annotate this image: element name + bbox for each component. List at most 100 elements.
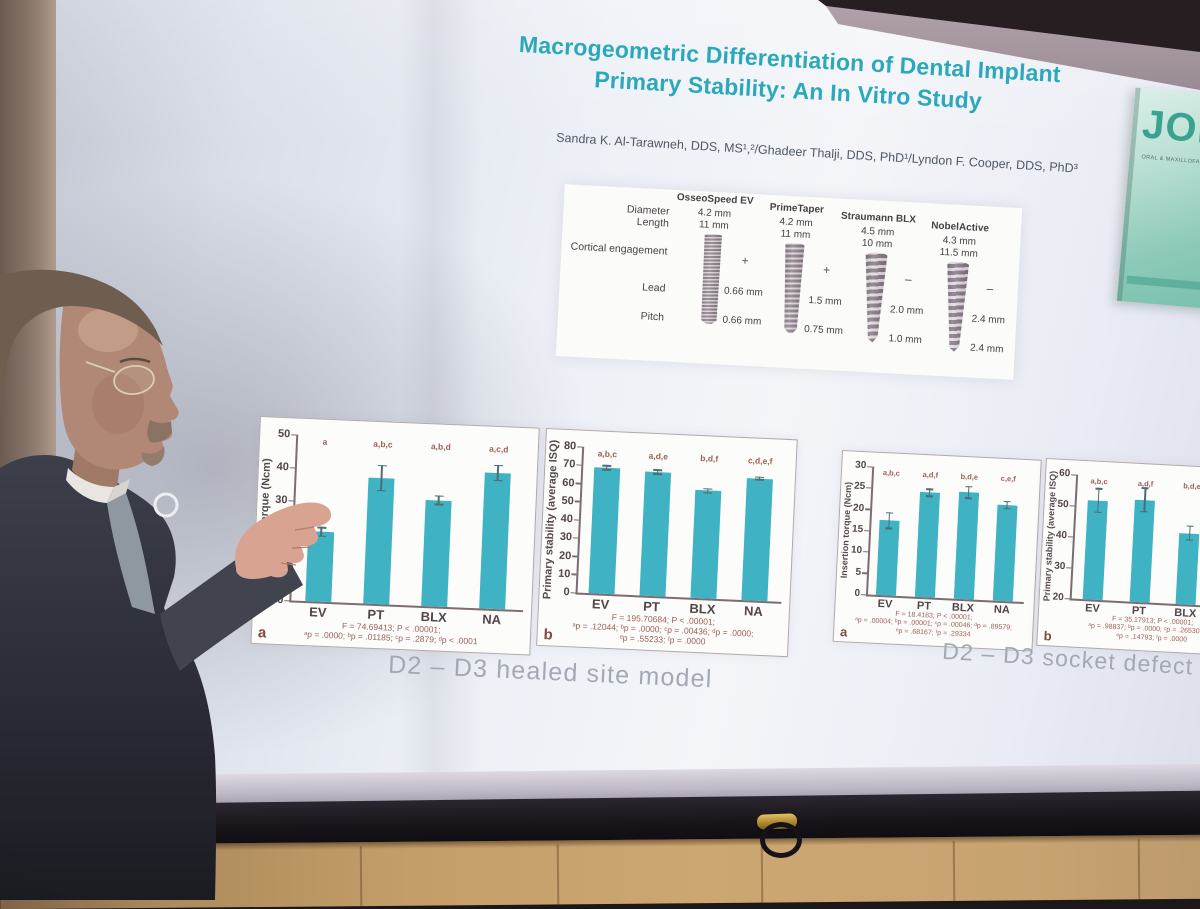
chart-healed-primary-stability: Primary stability (average ISQ) 0 10 20 30 40… — [536, 428, 798, 658]
bar-NA — [740, 477, 773, 602]
error-bar-cap-top — [926, 488, 934, 491]
bar-BLX — [689, 490, 721, 599]
chart-tick-label: 40 — [1055, 529, 1068, 542]
error-bar-cap-top — [885, 512, 894, 514]
journal-masthead: JOM — [1140, 102, 1200, 154]
implant-graphic — [860, 252, 889, 343]
chart-tick-label: 30 — [854, 459, 867, 472]
error-bar-cap-top — [316, 526, 326, 529]
wood-seam — [556, 844, 560, 905]
implant-cortical-sign: – — [904, 272, 913, 287]
implant-pitch: 0.66 mm — [722, 314, 762, 328]
error-bar-cap-bottom — [433, 503, 443, 506]
chart-tick-label: 20 — [852, 502, 865, 514]
error-bar-cap-bottom — [1093, 511, 1102, 514]
bar-EV — [875, 520, 900, 596]
chart-tick-label: 40 — [560, 512, 574, 526]
wood-seam — [359, 846, 363, 907]
chart-tick-label: 80 — [563, 439, 577, 453]
wood-paneling — [0, 834, 1200, 909]
implant-length: 10 mm — [861, 237, 893, 251]
implant-column: Straumann BLX 4.5 mm 10 mm –2.0 mm 1.0 mm — [840, 211, 924, 346]
chart-tick-label: 50 — [277, 427, 291, 441]
error-bar-cap-top — [1003, 500, 1011, 503]
error-bar-cap-top — [1186, 525, 1194, 528]
chart-tick-label: 30 — [559, 530, 573, 544]
significance-letters: c,d,e,f — [747, 455, 773, 467]
chart-tick-mark — [570, 591, 576, 594]
chart-tick-label: 20 — [558, 549, 572, 562]
error-bar-cap-bottom — [964, 497, 972, 500]
implant-column: NobelActive 4.3 mm 11.5 mm –2.4 mm 2.4 mm — [921, 220, 1005, 355]
chart-tick-label: 25 — [853, 480, 866, 493]
implant-length: 11 mm — [780, 228, 811, 242]
chart-tick-label: 15 — [851, 523, 864, 536]
error-bar-cap-top — [493, 464, 503, 467]
error-bar-cap-bottom — [376, 489, 386, 492]
bar-BLX — [1175, 532, 1200, 606]
error-bar-cap-bottom — [885, 527, 893, 530]
error-bar-cap-bottom — [316, 535, 326, 538]
error-bar-cap-bottom — [925, 495, 933, 498]
error-bar-cap-bottom — [1003, 507, 1011, 510]
error-bar-cap-top — [377, 464, 387, 467]
chart-tick-label: 70 — [562, 458, 576, 471]
implant-length: 11.5 mm — [939, 246, 979, 260]
panel-letter: b — [543, 626, 554, 644]
chart-tick-label: 30 — [1053, 560, 1066, 573]
panel-letter: b — [1043, 628, 1053, 644]
chart-tick-mark — [571, 573, 577, 576]
chart-tick-mark — [864, 529, 870, 532]
chart-tick-mark — [284, 599, 290, 602]
implant-graphic — [942, 261, 971, 352]
significance-letters: a,d,e — [648, 450, 669, 462]
chart-tick-mark — [1066, 566, 1072, 569]
implant-graphic — [778, 243, 807, 334]
chart-defect-primary-stability: Primary stability (average ISQ) 20 30 40 50 6… — [1036, 458, 1200, 658]
chart-tick-label: 10 — [850, 544, 863, 557]
implant-graphic — [697, 233, 726, 324]
chart-tick-mark — [1067, 535, 1073, 538]
chart-tick-label: 20 — [273, 527, 287, 540]
significance-letters: a,b,d — [430, 441, 451, 453]
chart-tick-label: 0 — [276, 593, 284, 607]
panel-letter: a — [257, 624, 267, 642]
chart-tick-mark — [866, 487, 872, 489]
chart-tick-mark — [287, 533, 293, 536]
implant-column: PrimeTaper 4.2 mm 11 mm +1.5 mm 0.75 mm — [758, 201, 843, 337]
chart-tick-mark — [573, 537, 579, 539]
significance-letters: a — [322, 436, 328, 447]
wood-seam — [760, 842, 764, 903]
chart-tick-label: 0 — [854, 587, 861, 600]
chart-tick-mark — [576, 464, 582, 466]
panel-letter: a — [839, 624, 848, 640]
chart-tick-mark — [572, 555, 578, 558]
chart-tick-label: 10 — [557, 567, 571, 581]
implant-cortical-sign: + — [822, 262, 831, 278]
significance-letters: b,d,f — [700, 453, 719, 464]
chart-tick-mark — [285, 566, 291, 569]
implant-lead: 1.5 mm — [808, 295, 842, 308]
significance-letters: a,b,c — [373, 438, 393, 450]
chart-tick-label: 50 — [561, 494, 574, 508]
bar-PT — [363, 477, 395, 605]
chart-tick-mark — [289, 466, 295, 469]
chart-tick-mark — [860, 593, 867, 596]
implant-name: NobelActive — [930, 220, 990, 235]
implant-name: OsseoSpeed EV — [676, 192, 754, 208]
significance-letters: a,c,d — [488, 443, 509, 455]
chart-tick-label: 30 — [274, 494, 288, 507]
chart-tick-label: 50 — [1057, 498, 1069, 511]
chart-tick-mark — [1069, 504, 1075, 507]
implant-row-label: Pitch — [640, 310, 665, 324]
chart-tick-mark — [1064, 597, 1070, 600]
implant-pitch: 1.0 mm — [888, 333, 923, 347]
bar-EV — [305, 531, 335, 603]
implant-row-label: Cortical engagement — [570, 240, 668, 258]
implant-lead: 2.4 mm — [971, 313, 1006, 327]
journal-cover-band — [1126, 275, 1200, 294]
chart-tick-label: 20 — [1052, 591, 1065, 604]
chart-tick-label: 60 — [562, 476, 575, 489]
error-bar-cap-top — [1095, 488, 1103, 490]
implant-cortical-sign: + — [741, 253, 749, 268]
